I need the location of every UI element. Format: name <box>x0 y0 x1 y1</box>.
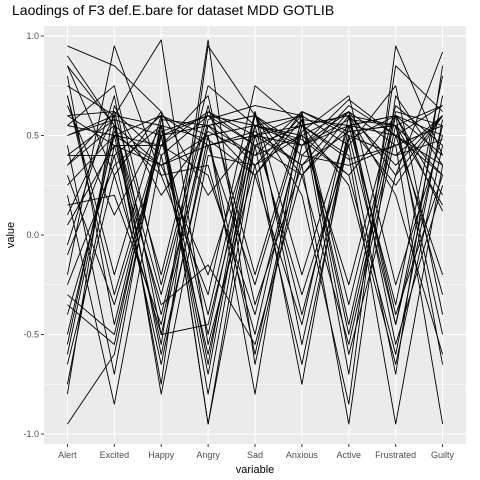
x-tick-label: Happy <box>148 450 175 460</box>
y-tick-label: -0.5 <box>23 330 39 340</box>
series-line-37 <box>66 65 443 335</box>
x-tick-label: Frustrated <box>375 450 416 460</box>
series-line-38 <box>67 115 443 335</box>
y-tick-label: -1.0 <box>23 429 39 439</box>
x-axis-ticks: Alert Excited Happy Angry Sad Anxious Active Fr… <box>58 444 455 460</box>
x-tick-label: Angry <box>196 450 220 460</box>
y-tick-label: 0.5 <box>26 130 39 140</box>
x-axis-title: variable <box>236 464 275 476</box>
series-line-34 <box>66 111 443 365</box>
x-tick-label: Alert <box>58 450 77 460</box>
x-tick-label: Anxious <box>286 450 319 460</box>
series-line-12 <box>66 39 443 365</box>
series-line-33 <box>66 95 443 296</box>
series-line-36 <box>67 115 444 355</box>
x-tick-label: Excited <box>100 450 130 460</box>
chart-title: Laodings of F3 def.E.bare for dataset MD… <box>12 2 335 18</box>
x-tick-label: Guilty <box>431 450 455 460</box>
y-tick-label: 1.0 <box>26 31 39 41</box>
series-line-39 <box>67 115 444 316</box>
series-line-35 <box>66 111 444 365</box>
y-tick-label: 0.0 <box>26 230 39 240</box>
y-axis-ticks: -1.0 -0.5 0.0 0.5 1.0 <box>23 31 44 439</box>
series-line-26 <box>67 105 443 335</box>
series-layer <box>66 39 444 425</box>
series-line-27 <box>66 115 444 355</box>
x-tick-label: Active <box>337 450 362 460</box>
y-axis-title: value <box>5 222 17 248</box>
series-line-40 <box>67 105 443 345</box>
x-tick-label: Sad <box>247 450 263 460</box>
series-line-31 <box>67 95 444 306</box>
series-line-10 <box>66 45 444 425</box>
